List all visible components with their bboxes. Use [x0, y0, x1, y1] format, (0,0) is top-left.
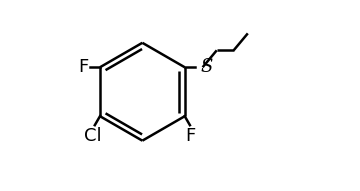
- Text: Cl: Cl: [84, 127, 102, 145]
- Text: F: F: [78, 58, 89, 76]
- Text: S: S: [201, 58, 213, 76]
- Text: F: F: [186, 127, 196, 145]
